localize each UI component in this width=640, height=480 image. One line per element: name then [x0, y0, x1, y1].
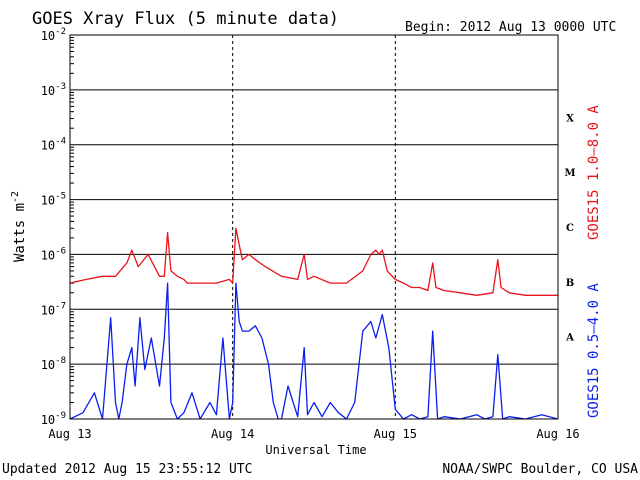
y-tick-label: 10-9 — [41, 411, 66, 427]
series-name-long: GOES15 1.0–8.0 A — [586, 105, 602, 240]
x-tick-label: Aug 15 — [374, 427, 417, 441]
y-axis-label: Watts m-2 — [10, 191, 28, 262]
y-tick-labels: 10-2 10-3 10-4 10-5 10-6 10-7 10-8 10-9 — [41, 27, 66, 427]
flare-class-label: X — [566, 113, 574, 124]
y-tick-label: 10-6 — [41, 246, 66, 262]
updated-text: Updated 2012 Aug 15 23:55:12 UTC — [2, 462, 252, 477]
y-tick-label: 10-7 — [41, 301, 66, 317]
grid — [70, 34, 558, 420]
y-tick-label: 10-3 — [41, 82, 66, 98]
source-text: NOAA/SWPC Boulder, CO USA — [442, 462, 638, 477]
flare-class-label: M — [564, 168, 575, 179]
x-tick-labels: Aug 13 Aug 14 Aug 15 Aug 16 — [48, 427, 579, 441]
flare-class-label: B — [566, 278, 574, 289]
y-tick-label: 10-5 — [41, 192, 66, 208]
series-name-short: GOES15 0.5–4.0 A — [586, 283, 602, 418]
x-tick-label: Aug 13 — [48, 427, 91, 441]
plot-frame — [69, 34, 559, 420]
x-axis-label: Universal Time — [265, 443, 366, 457]
flare-class-label: A — [565, 333, 574, 344]
y-tick-label: 10-8 — [41, 356, 66, 372]
flare-class-label: C — [566, 223, 574, 234]
y-tick-label: 10-4 — [41, 137, 66, 153]
chart-title: GOES Xray Flux (5 minute data) — [32, 9, 339, 29]
series-line-long — [70, 227, 558, 296]
series-lines — [70, 227, 558, 419]
series-line-short — [70, 282, 558, 419]
x-tick-label: Aug 14 — [211, 427, 254, 441]
begin-label: Begin: 2012 Aug 13 0000 UTC — [405, 20, 616, 35]
y-tick-label: 10-2 — [41, 27, 66, 43]
x-tick-label: Aug 16 — [536, 427, 579, 441]
flare-class-labels: X M C B A — [564, 113, 575, 343]
